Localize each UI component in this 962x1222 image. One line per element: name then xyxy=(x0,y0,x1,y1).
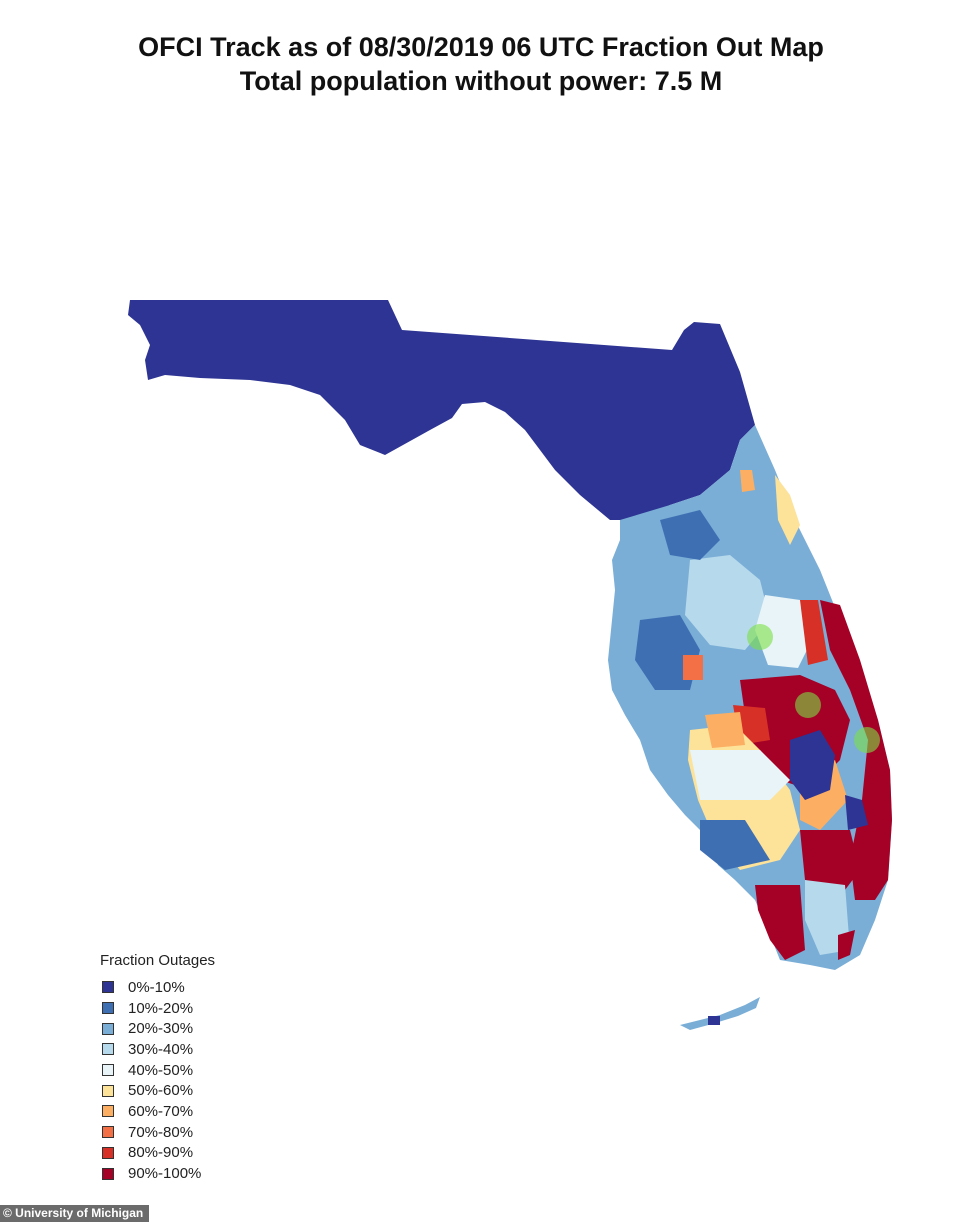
legend-swatch xyxy=(102,1043,114,1056)
legend-item: 90%-100% xyxy=(102,1163,215,1184)
zone-northeast-tan xyxy=(775,475,800,545)
legend-label: 80%-90% xyxy=(128,1144,194,1162)
map-title-line2: Total population without power: 7.5 M xyxy=(239,66,723,96)
legend-label: 60%-70% xyxy=(128,1102,194,1120)
legend-item: 50%-60% xyxy=(102,1080,215,1101)
panhandle-region xyxy=(128,300,755,520)
zone-pale-south xyxy=(690,750,790,800)
zone-red-southwest xyxy=(755,885,805,960)
legend-item: 80%-90% xyxy=(102,1143,215,1164)
zone-red-south-east xyxy=(800,830,860,890)
track-marker-east xyxy=(854,727,880,753)
florida-keys xyxy=(680,997,760,1030)
legend-item: 30%-40% xyxy=(102,1039,215,1060)
legend-swatch xyxy=(102,981,114,994)
zone-east-blue xyxy=(845,795,868,830)
legend-swatch xyxy=(102,1146,114,1159)
legend-items: 0%-10% 10%-20% 20%-30% 30%-40% 40%-50% 50%-60… xyxy=(100,977,215,1184)
legend-item: 20%-30% xyxy=(102,1018,215,1039)
legend-item: 70%-80% xyxy=(102,1122,215,1143)
legend-item: 60%-70% xyxy=(102,1101,215,1122)
lake-region xyxy=(790,730,835,800)
zone-orange-middle xyxy=(705,712,745,748)
key-west-patch xyxy=(708,1016,720,1025)
legend-label: 20%-30% xyxy=(128,1020,194,1038)
zone-dark-south-tip xyxy=(838,930,855,960)
legend-label: 50%-60% xyxy=(128,1082,194,1100)
zone-red-coast xyxy=(820,600,892,900)
legend-label: 0%-10% xyxy=(128,978,185,996)
zone-north-central xyxy=(660,510,720,560)
legend-swatch xyxy=(102,1022,114,1035)
zone-orange-north xyxy=(740,470,755,492)
legend-swatch xyxy=(102,1002,114,1015)
zone-red-east xyxy=(800,600,828,665)
image-credit: © University of Michigan xyxy=(0,1205,150,1222)
zone-pale-central xyxy=(755,595,812,668)
legend-label: 10%-20% xyxy=(128,999,194,1017)
legend-label: 30%-40% xyxy=(128,1040,194,1058)
legend-swatch xyxy=(102,1167,114,1180)
legend-item: 10%-20% xyxy=(102,998,215,1019)
legend-label: 40%-50% xyxy=(128,1061,194,1079)
legend-swatch xyxy=(102,1105,114,1118)
legend-swatch xyxy=(102,1084,114,1097)
track-marker-north xyxy=(747,624,773,650)
zone-blue-south xyxy=(700,820,770,870)
legend-title: Fraction Outages xyxy=(100,952,216,969)
zone-light-central xyxy=(685,555,770,650)
legend-swatch xyxy=(102,1126,114,1139)
map-title-line1: OFCI Track as of 08/30/2019 06 UTC Fract… xyxy=(138,32,824,62)
zone-orange-west xyxy=(683,655,703,680)
legend: Fraction Outages 0%-10% 10%-20% 20%-30% 30%… xyxy=(100,952,215,1184)
track-marker-central xyxy=(795,692,821,718)
legend-label: 90%-100% xyxy=(128,1165,202,1183)
legend-swatch xyxy=(102,1064,114,1077)
legend-label: 70%-80% xyxy=(128,1123,194,1141)
legend-item: 40%-50% xyxy=(102,1060,215,1081)
legend-item: 0%-10% xyxy=(102,977,215,998)
